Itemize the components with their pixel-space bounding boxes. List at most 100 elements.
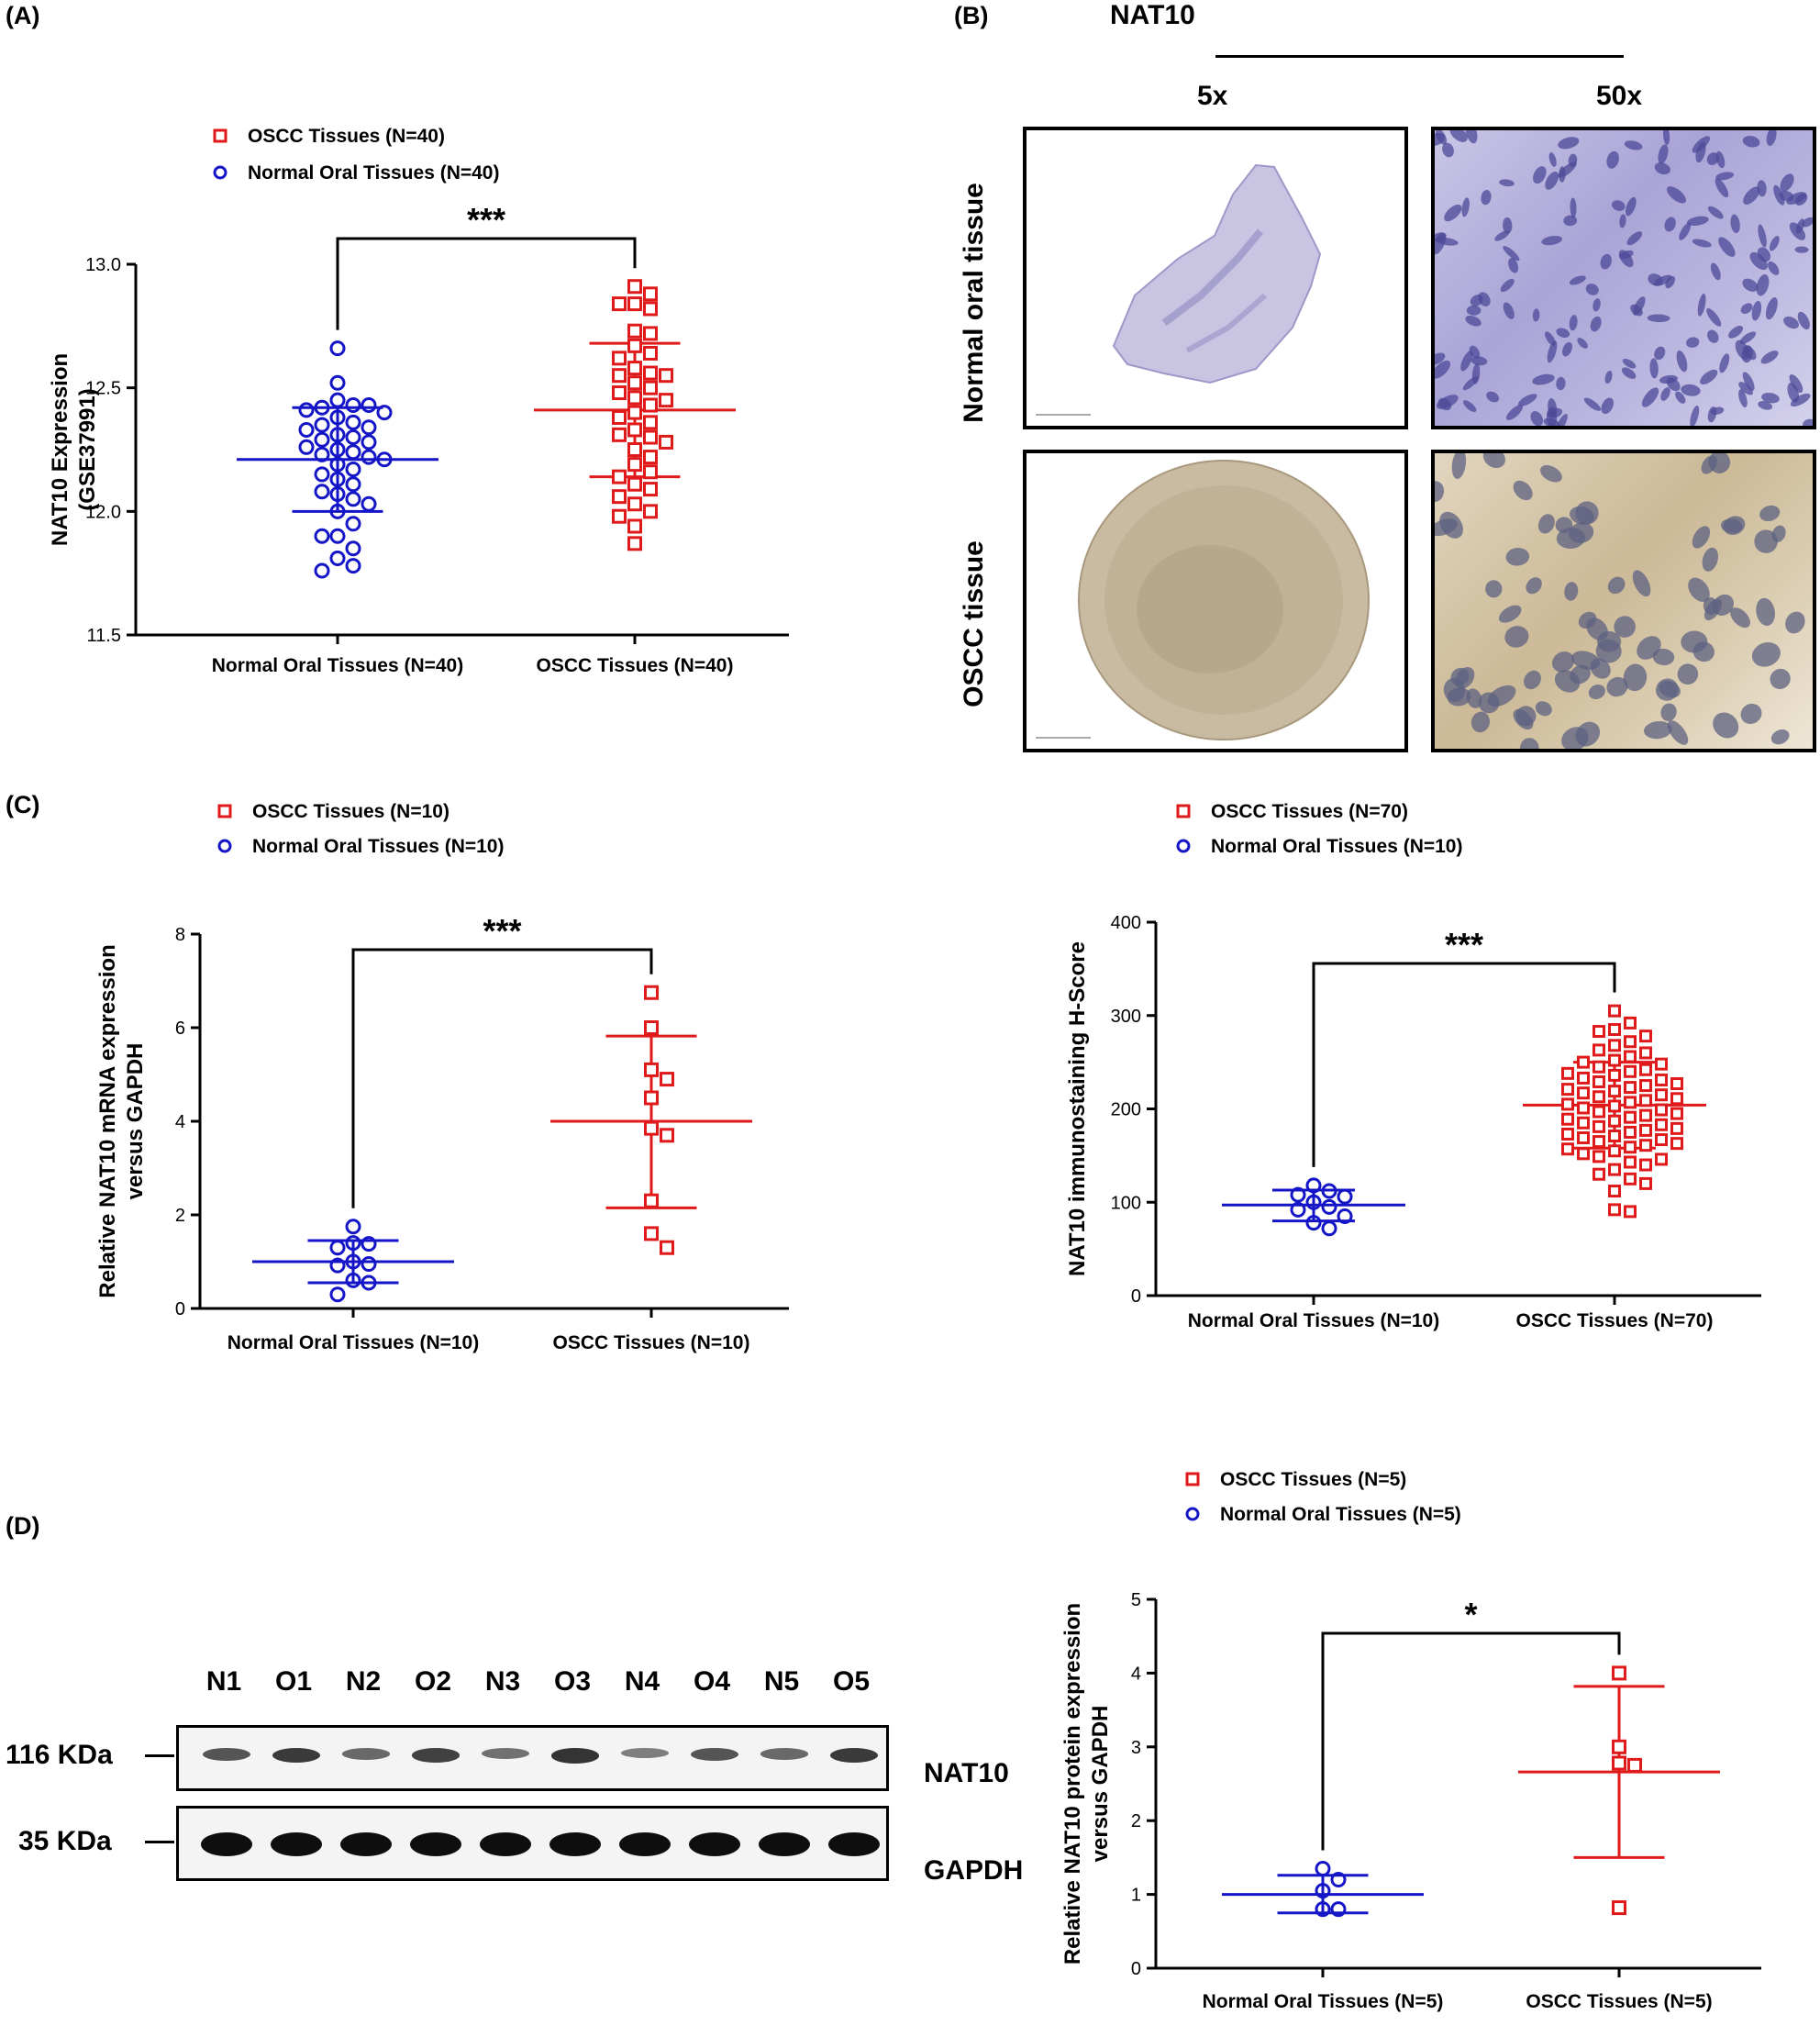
normal-data-point — [345, 1272, 361, 1288]
ihc-normal-5x-image — [1023, 127, 1408, 429]
x-category-label: Normal Oral Tissues (N=5) — [1203, 1991, 1444, 2012]
oscc-data-point — [612, 409, 627, 425]
oscc-data-point — [1624, 1205, 1637, 1219]
significance-bracket — [1321, 1631, 1621, 1851]
lane-label-o4: O4 — [693, 1666, 731, 1697]
cell-nucleus — [1556, 328, 1570, 338]
cell-nucleus — [1743, 345, 1757, 361]
oscc-data-point — [660, 1240, 674, 1255]
y-tick-label: 4 — [1131, 1664, 1141, 1684]
cell-nucleus — [1451, 453, 1467, 480]
legend-oscc-marker — [213, 128, 228, 143]
cell-nucleus — [1437, 397, 1452, 411]
legend-oscc-marker — [1176, 804, 1191, 818]
y-tick-label: 5 — [1131, 1590, 1141, 1610]
normal-data-point — [1305, 1215, 1322, 1231]
normal-data-point — [1337, 1188, 1353, 1205]
oscc-data-point — [659, 434, 673, 450]
cell-nucleus — [1789, 373, 1803, 394]
cell-nucleus — [1564, 582, 1579, 601]
oscc-data-point — [1608, 1114, 1621, 1128]
oscc-data-point — [1561, 1142, 1574, 1156]
oscc-data-point — [1592, 1043, 1605, 1057]
cell-nucleus — [1754, 529, 1778, 553]
cell-nucleus — [1713, 712, 1739, 739]
oscc-data-point — [612, 368, 627, 384]
cell-nucleus — [1742, 135, 1760, 148]
normal-data-point — [1305, 1177, 1322, 1194]
y-tick-label: 300 — [1111, 1007, 1141, 1027]
cell-nucleus — [1654, 162, 1670, 175]
cell-nucleus — [1561, 727, 1589, 749]
normal-data-point — [329, 456, 346, 473]
cell-nucleus — [1786, 192, 1807, 205]
oscc-data-point — [1624, 1125, 1637, 1139]
cell-nucleus — [1606, 676, 1628, 697]
cell-nucleus — [1660, 703, 1677, 721]
cell-nucleus — [1503, 217, 1513, 234]
oscc-data-point — [1624, 1016, 1637, 1030]
cell-nucleus — [1470, 356, 1488, 366]
oscc-data-point — [1624, 1141, 1637, 1154]
cell-nucleus — [1652, 648, 1675, 666]
y-axis-label: Relative NAT10 protein expression — [1060, 1603, 1085, 1965]
normal-data-point — [345, 414, 361, 430]
gapdh-kda-label: 35 KDa — [18, 1826, 112, 1856]
normal-data-point — [1321, 1220, 1337, 1237]
cell-nucleus — [1700, 369, 1718, 384]
cell-nucleus — [1768, 261, 1780, 275]
normal-data-point — [314, 562, 330, 579]
nat10-band-n1 — [203, 1748, 250, 1761]
cell-nucleus — [1758, 400, 1773, 410]
oscc-data-point — [643, 464, 658, 480]
cell-nucleus — [1707, 206, 1724, 219]
lane-label-n3: N3 — [484, 1666, 521, 1697]
oscc-data-point — [1639, 1063, 1652, 1076]
oscc-data-point — [1592, 1135, 1605, 1149]
y-tick-label: 1 — [1131, 1886, 1141, 1906]
normal-data-point — [1321, 1183, 1337, 1199]
cell-nucleus — [1532, 373, 1555, 385]
cell-nucleus — [1692, 641, 1715, 662]
cell-nucleus — [1569, 522, 1594, 543]
legend-oscc-marker — [217, 804, 232, 818]
oscc-data-point — [643, 326, 658, 341]
cell-nucleus — [1508, 257, 1519, 273]
cell-nucleus — [1710, 262, 1721, 281]
cell-nucleus — [1715, 178, 1729, 198]
cell-nucleus — [1526, 577, 1542, 595]
y-tick-label: 6 — [175, 1019, 185, 1039]
cell-nucleus — [1765, 297, 1778, 320]
normal-data-point — [1290, 1201, 1306, 1218]
normal-data-point — [314, 528, 330, 544]
gapdh-band-n5 — [759, 1832, 810, 1856]
y-axis-label: Relative NAT10 mRNA expression — [95, 944, 120, 1297]
cell-nucleus — [1619, 250, 1634, 260]
cell-nucleus — [1738, 389, 1748, 407]
oscc-data-point — [1577, 1086, 1590, 1100]
cell-nucleus — [1435, 352, 1446, 365]
cell-nucleus — [1779, 190, 1794, 202]
significance-label: * — [1464, 1596, 1477, 1633]
cell-nucleus — [1530, 410, 1544, 426]
cell-nucleus — [1703, 596, 1718, 616]
cell-nucleus — [1770, 729, 1790, 745]
normal-data-point — [1337, 1208, 1353, 1225]
oscc-data-point — [1592, 1119, 1605, 1133]
legend-normal-label: Normal Oral Tissues (N=10) — [1211, 836, 1462, 857]
oscc-data-point — [1608, 1085, 1621, 1098]
lane-label-o1: O1 — [274, 1666, 313, 1697]
cell-nucleus — [1470, 295, 1483, 306]
normal-data-point — [314, 399, 330, 416]
oscc-data-point — [643, 429, 658, 445]
cell-nucleus — [1556, 376, 1566, 391]
normal-data-point — [329, 551, 346, 567]
cell-nucleus — [1504, 626, 1529, 648]
cell-nucleus — [1487, 685, 1516, 707]
ihc-mag-high: 50x — [1596, 81, 1643, 111]
oscc-data-point — [1655, 1103, 1668, 1117]
cell-nucleus — [1756, 597, 1775, 626]
panel-label-d: (D) — [6, 1512, 40, 1540]
legend-normal-label: Normal Oral Tissues (N=40) — [248, 162, 499, 184]
cell-nucleus — [1656, 678, 1679, 701]
